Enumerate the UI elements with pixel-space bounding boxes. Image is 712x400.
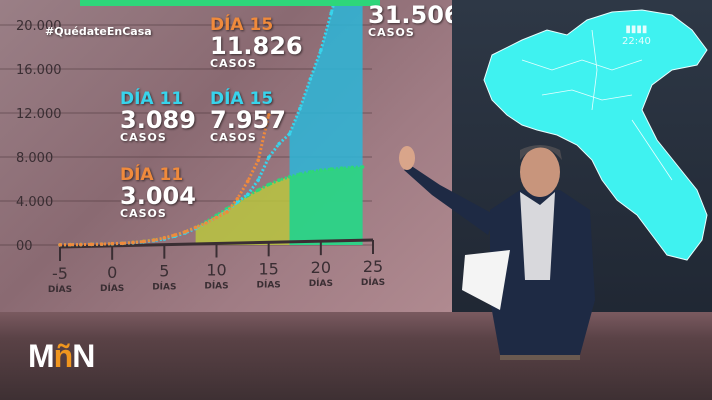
data-point: [360, 165, 365, 169]
yellow-area-fill: [195, 176, 290, 245]
data-point: [152, 238, 156, 242]
chart-screen: 00 4.000 8.000 12.000 16.000 20.000 -5 DÍAS 0 DÍA…: [0, 0, 452, 312]
data-point: [308, 77, 313, 81]
data-point: [214, 215, 219, 220]
annotation-unit: CASOS: [120, 131, 167, 144]
data-point: [246, 179, 250, 183]
data-point: [277, 142, 281, 146]
data-point: [319, 168, 323, 172]
data-point: [235, 197, 240, 201]
x-tick-label: 5: [159, 262, 169, 281]
data-point: [225, 210, 229, 214]
annotation-day: DÍA 15: [210, 15, 274, 35]
map-screen: [452, 0, 712, 340]
annotation-value: 3.004: [120, 182, 196, 210]
x-tick-label: 0: [107, 263, 117, 282]
data-point: [339, 166, 344, 171]
data-point: [141, 239, 146, 244]
y-tick-label: 4.000: [16, 195, 53, 210]
data-point: [329, 11, 334, 15]
data-point: [193, 225, 198, 230]
annotation-day: DÍA 11: [120, 89, 184, 109]
data-point: [110, 241, 114, 246]
data-point: [298, 172, 302, 176]
data-point: [319, 48, 323, 53]
annotation-top-total: 31.506 CASOS: [368, 3, 452, 38]
data-point: [266, 113, 271, 117]
x-tick-unit: DÍAS: [309, 277, 333, 289]
data-point: [329, 167, 334, 171]
x-tick-unit: DÍAS: [100, 282, 124, 294]
data-point: [256, 178, 261, 182]
data-point: [256, 158, 261, 163]
cases-chart: 004.0008.00012.00016.00020.000-5DÍAS0DÍA…: [0, 0, 385, 295]
top-banner: [80, 0, 380, 6]
x-tick-unit: DÍAS: [204, 280, 228, 292]
annotation-unit: CASOS: [210, 131, 257, 144]
green-area-fill: [289, 166, 363, 245]
x-tick-unit: DÍAS: [257, 278, 281, 290]
italy-map: [483, 9, 708, 261]
data-point: [266, 155, 271, 160]
data-point: [256, 188, 261, 192]
annotation-orange-day11: DÍA 11 3.004 CASOS: [120, 165, 196, 220]
annotation-unit: CASOS: [210, 57, 257, 70]
data-point: [308, 170, 313, 174]
annotation-value: 11.826: [210, 32, 303, 60]
channel-watermark: ▮▮▮▮ 22:40: [622, 24, 651, 47]
annotation-unit: CASOS: [368, 26, 415, 39]
data-point: [287, 132, 292, 136]
data-point: [235, 200, 240, 204]
y-tick-label: 00: [16, 239, 33, 254]
channel-logo: MñN: [28, 338, 95, 375]
annotation-cyan-day11: DÍA 11 3.089 CASOS: [120, 89, 196, 144]
annotation-day: DÍA 15: [210, 89, 274, 109]
logo-letter: N: [72, 338, 95, 374]
studio-floor: [0, 312, 712, 400]
x-tick-label: 15: [258, 259, 278, 278]
annotation-value: 3.089: [120, 106, 196, 134]
annotation-unit: CASOS: [120, 207, 167, 220]
annotation-cyan-day15: DÍA 15 7.957 CASOS: [210, 89, 286, 144]
data-point: [183, 230, 187, 234]
data-point: [89, 242, 94, 247]
hashtag-label: #QuédateEnCasa: [45, 25, 152, 38]
data-point: [204, 221, 208, 225]
data-point: [120, 241, 125, 246]
x-tick-unit: DÍAS: [48, 283, 72, 295]
data-point: [246, 192, 250, 197]
y-tick-label: 16.000: [16, 63, 62, 78]
x-tick-label: 10: [206, 261, 226, 280]
y-tick-label: 8.000: [16, 151, 53, 166]
y-tick-label: 12.000: [16, 107, 62, 122]
data-point: [99, 242, 104, 246]
data-point: [68, 242, 73, 247]
x-tick-unit: DÍAS: [152, 281, 176, 293]
x-tick-label: 20: [311, 258, 331, 277]
data-point: [131, 240, 135, 245]
y-tick-label: 20.000: [16, 19, 62, 34]
map-regions: [483, 9, 708, 261]
logo-letter: ñ: [53, 338, 74, 374]
map-borders: [521, 29, 673, 181]
annotation-orange-day15: DÍA 15 11.826 CASOS: [210, 15, 303, 70]
annotation-day: DÍA 11: [120, 165, 184, 185]
x-tick-label: -5: [52, 264, 68, 283]
data-point: [287, 175, 292, 179]
logo-letter: M: [28, 338, 55, 374]
annotation-value: 31.506: [368, 1, 452, 29]
data-point: [350, 165, 354, 170]
x-tick-label: 25: [363, 257, 383, 276]
data-point: [58, 242, 62, 247]
annotation-value: 7.957: [210, 106, 286, 134]
data-point: [277, 178, 281, 182]
data-point: [298, 106, 302, 111]
x-tick-unit: DÍAS: [361, 276, 385, 288]
data-point: [79, 242, 83, 247]
data-point: [162, 236, 167, 240]
data-point: [266, 182, 271, 187]
data-point: [172, 233, 177, 237]
